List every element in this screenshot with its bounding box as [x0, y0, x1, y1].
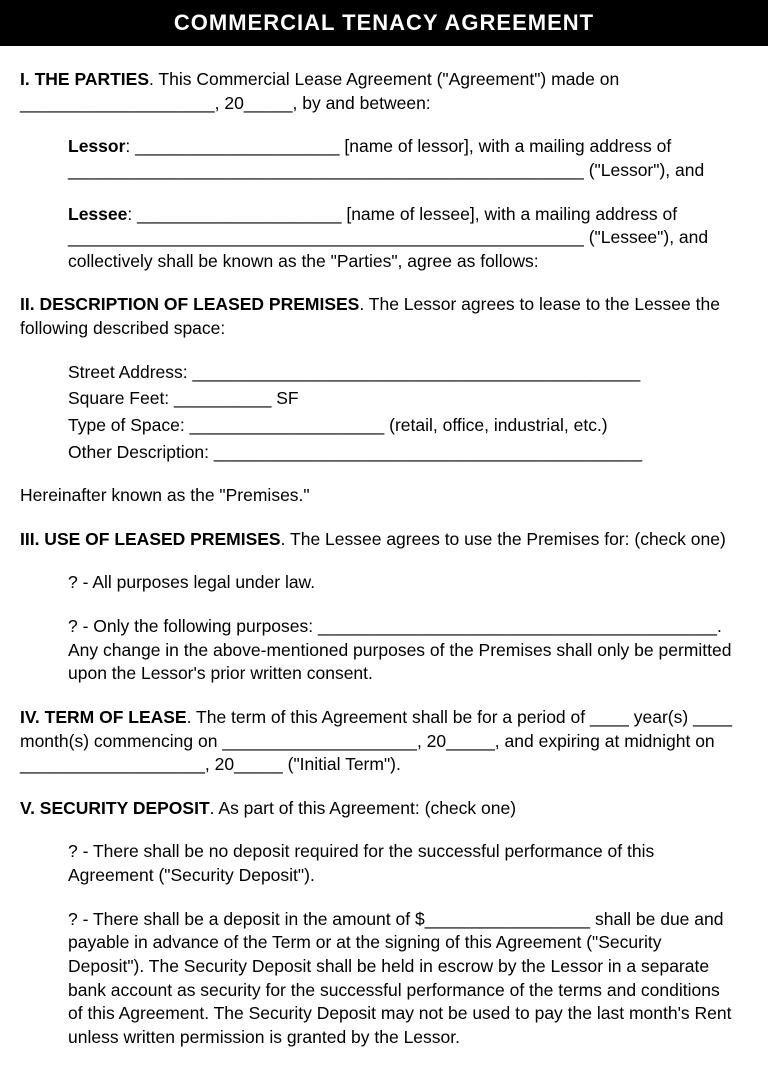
lessor-block: Lessor: _____________________ [name of l…	[68, 135, 738, 182]
use-option-1: ? - All purposes legal under law.	[68, 571, 738, 595]
use-option-2: ? - Only the following purposes: _______…	[68, 615, 738, 686]
section-5-heading: V. SECURITY DEPOSIT	[20, 798, 210, 818]
type-of-space-line: Type of Space: ____________________ (ret…	[68, 414, 738, 438]
other-description-line: Other Description: _____________________…	[68, 441, 738, 465]
section-1-heading: I. THE PARTIES	[20, 69, 149, 89]
document-title-bar: COMMERCIAL TENACY AGREEMENT	[0, 0, 768, 46]
use-option-2-body: Any change in the above-mentioned purpos…	[68, 639, 738, 686]
lessee-block: Lessee: _____________________ [name of l…	[68, 203, 738, 274]
section-use-intro: III. USE OF LEASED PREMISES. The Lessee …	[20, 528, 738, 552]
lessee-label: Lessee	[68, 204, 127, 224]
section-3-intro-text: . The Lessee agrees to use the Premises …	[281, 529, 726, 549]
use-option-2-lead: ? - Only the following purposes: _______…	[68, 616, 722, 636]
section-premises-intro: II. DESCRIPTION OF LEASED PREMISES. The …	[20, 293, 738, 340]
section-deposit-intro: V. SECURITY DEPOSIT. As part of this Agr…	[20, 797, 738, 821]
document-body: I. THE PARTIES. This Commercial Lease Ag…	[0, 46, 768, 1069]
lessor-text: : _____________________ [name of lessor]…	[68, 136, 704, 180]
section-4-heading: IV. TERM OF LEASE	[20, 707, 187, 727]
premises-details: Street Address: ________________________…	[68, 361, 738, 465]
document-title: COMMERCIAL TENACY AGREEMENT	[174, 10, 594, 35]
section-parties-intro: I. THE PARTIES. This Commercial Lease Ag…	[20, 68, 738, 115]
lessee-text: : _____________________ [name of lessee]…	[68, 204, 708, 271]
lessor-label: Lessor	[68, 136, 125, 156]
deposit-option-1: ? - There shall be no deposit required f…	[68, 840, 738, 887]
street-address-line: Street Address: ________________________…	[68, 361, 738, 385]
section-2-heading: II. DESCRIPTION OF LEASED PREMISES	[20, 294, 359, 314]
section-3-heading: III. USE OF LEASED PREMISES	[20, 529, 281, 549]
section-term: IV. TERM OF LEASE. The term of this Agre…	[20, 706, 738, 777]
premises-footer: Hereinafter known as the "Premises."	[20, 484, 738, 508]
section-5-intro-text: . As part of this Agreement: (check one)	[210, 798, 516, 818]
square-feet-line: Square Feet: __________ SF	[68, 387, 738, 411]
deposit-option-2: ? - There shall be a deposit in the amou…	[68, 908, 738, 1050]
